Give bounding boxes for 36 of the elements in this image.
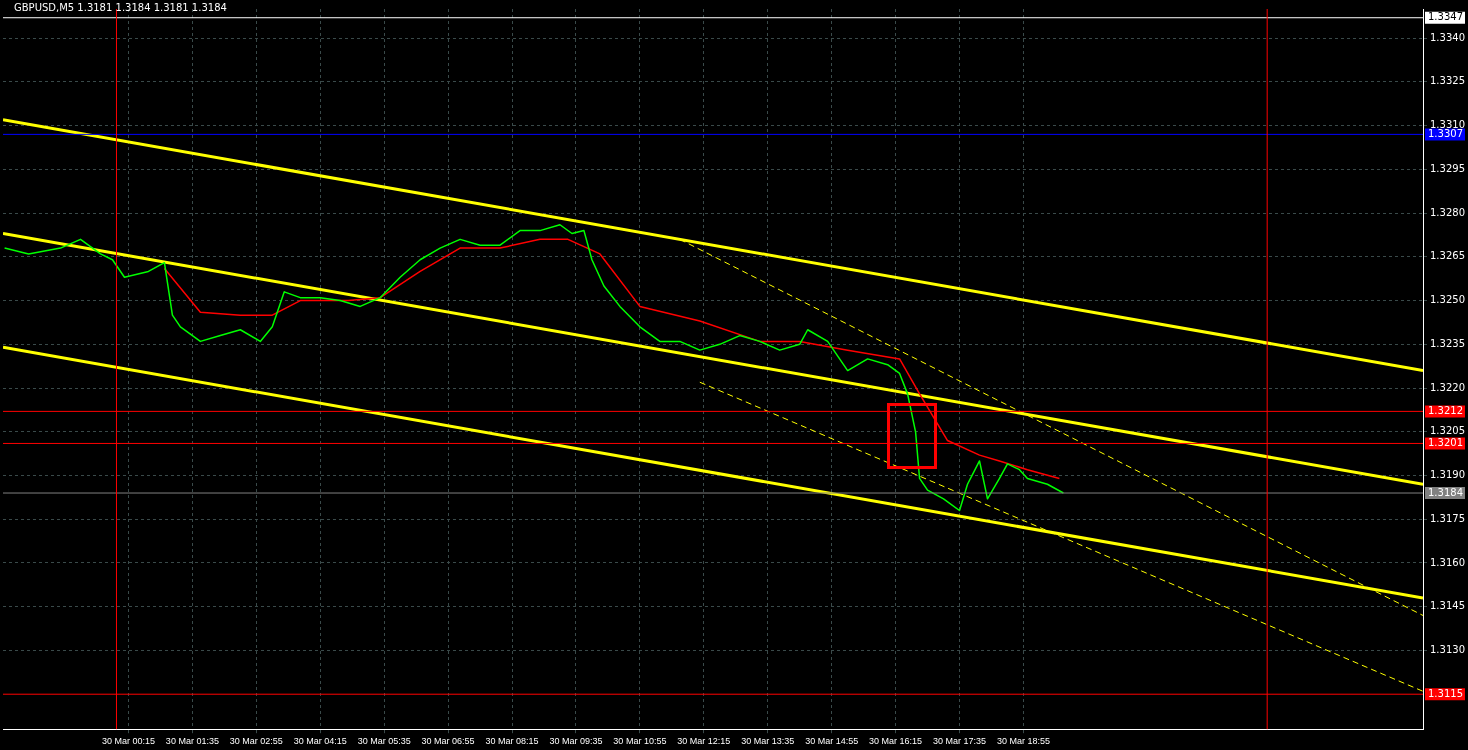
ref-line-label: 1.3307 (1428, 127, 1463, 139)
x-tick-label: 30 Mar 06:55 (421, 736, 475, 747)
x-tick-label: 30 Mar 13:35 (741, 736, 795, 747)
x-tick-label: 30 Mar 17:35 (933, 736, 987, 747)
ref-line-label: 1.3347 (1428, 11, 1463, 23)
y-tick-label: 1.3205 (1430, 425, 1465, 437)
ref-line-label: 1.3115 (1428, 687, 1463, 699)
y-tick-label: 1.3160 (1430, 556, 1465, 568)
ref-line-label: 1.3201 (1428, 437, 1463, 449)
y-tick-label: 1.3250 (1430, 294, 1465, 306)
x-tick-label: 30 Mar 02:55 (229, 736, 283, 747)
ref-line-label: 1.3184 (1428, 486, 1463, 498)
x-tick-label: 30 Mar 12:15 (677, 736, 731, 747)
y-tick-label: 1.3145 (1430, 600, 1465, 612)
x-tick-label: 30 Mar 04:15 (293, 736, 347, 747)
y-tick-label: 1.3130 (1430, 644, 1465, 656)
y-tick-label: 1.3295 (1430, 162, 1465, 174)
chart-title: GBPUSD,M5 1.3181 1.3184 1.3181 1.3184 (14, 2, 227, 13)
x-tick-label: 30 Mar 05:35 (357, 736, 411, 747)
y-tick-label: 1.3175 (1430, 512, 1465, 524)
y-tick-label: 1.3235 (1430, 337, 1465, 349)
y-tick-label: 1.3340 (1430, 31, 1465, 43)
x-tick-label: 30 Mar 14:55 (805, 736, 859, 747)
y-tick-label: 1.3220 (1430, 381, 1465, 393)
ref-line-label: 1.3212 (1428, 404, 1463, 416)
x-tick-label: 30 Mar 01:35 (165, 736, 219, 747)
x-tick-label: 30 Mar 16:15 (869, 736, 923, 747)
x-tick-label: 30 Mar 10:55 (613, 736, 667, 747)
y-tick-label: 1.3280 (1430, 206, 1465, 218)
y-tick-label: 1.3325 (1430, 75, 1465, 87)
x-tick-label: 30 Mar 09:35 (549, 736, 603, 747)
y-tick-label: 1.3190 (1430, 469, 1465, 481)
x-tick-label: 30 Mar 00:15 (101, 736, 155, 747)
y-tick-label: 1.3265 (1430, 250, 1465, 262)
x-tick-label: 30 Mar 18:55 (996, 736, 1050, 747)
x-tick-label: 30 Mar 08:15 (485, 736, 539, 747)
